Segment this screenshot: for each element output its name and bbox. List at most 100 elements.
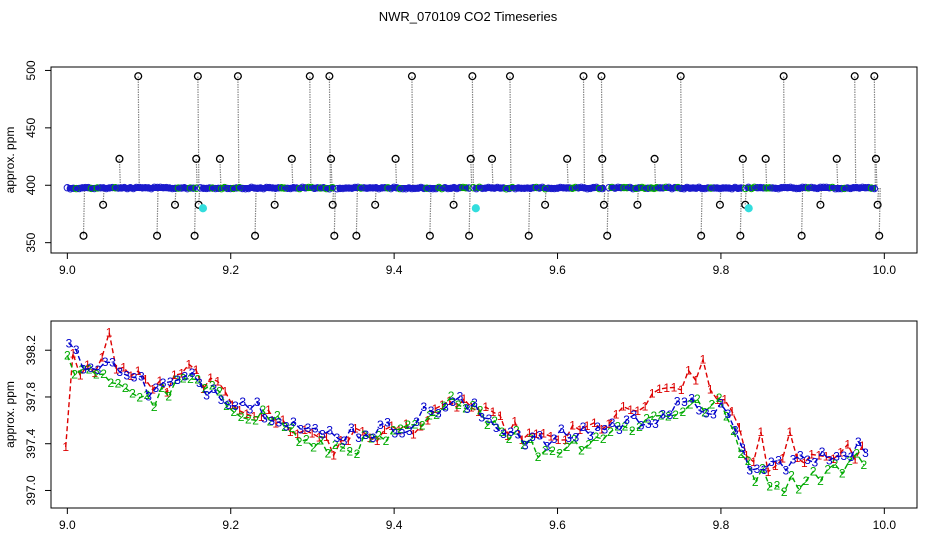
series-marker-1: 1: [772, 459, 779, 473]
series-marker-1: 1: [113, 363, 120, 377]
series-marker-3: 3: [746, 463, 753, 477]
series-marker-3: 3: [840, 449, 847, 463]
series-marker-1: 1: [142, 372, 149, 386]
spike-line: [333, 188, 336, 236]
series-marker-2: 2: [238, 410, 245, 424]
series-marker-3: 3: [580, 420, 587, 434]
series-marker-1: 1: [613, 407, 620, 421]
series-marker-2: 2: [672, 408, 679, 422]
series-marker-2: 2: [375, 428, 382, 442]
series-marker-1: 1: [548, 429, 555, 443]
series-marker-1: 1: [345, 434, 352, 448]
series-marker-2: 2: [368, 431, 375, 445]
spike-marker: [79, 231, 88, 240]
series-marker-2: 2: [317, 434, 324, 448]
y-tick-label: 500: [24, 60, 38, 80]
series-marker-3: 3: [399, 427, 406, 441]
spike-marker: [425, 231, 434, 240]
spike-marker: [524, 231, 533, 240]
series-marker-2: 2: [100, 367, 107, 381]
spike-marker: [193, 72, 202, 81]
series-marker-3: 3: [587, 429, 594, 443]
series-marker-2: 2: [223, 399, 230, 413]
spike-marker: [873, 200, 882, 209]
spike-line: [606, 188, 609, 236]
data-point: [192, 184, 201, 192]
series-marker-2: 2: [115, 377, 122, 391]
series-marker-2: 2: [245, 412, 252, 426]
series-marker-3: 3: [536, 429, 543, 443]
series-marker-2: 2: [129, 387, 136, 401]
series-marker-3: 3: [225, 398, 232, 412]
series-marker-1: 1: [526, 426, 533, 440]
plot-frame: [50, 66, 918, 254]
x-tick-label: 9.2: [222, 518, 239, 532]
series-marker-1: 1: [482, 400, 489, 414]
series-marker-1: 1: [359, 424, 366, 438]
series-marker-3: 3: [326, 424, 333, 438]
panel-averaged-timeseries: 9.0 9.2 9.4 9.6 9.8 10.0 397.0 397.4 397.8 398.2 a…: [3, 320, 918, 532]
series-marker-3: 3: [638, 418, 645, 432]
series-marker-1: 1: [562, 433, 569, 447]
series-marker-3: 3: [645, 417, 652, 431]
spike-marker: [170, 200, 180, 209]
spike-line: [783, 76, 786, 189]
series-marker-2: 2: [267, 414, 274, 428]
series-marker-2: 2: [687, 398, 694, 412]
series-marker-2: 2: [542, 443, 549, 457]
series-marker-2: 2: [354, 447, 361, 461]
series-marker-1: 1: [671, 381, 678, 395]
series-marker-1: 1: [852, 452, 859, 466]
series-marker-1: 1: [330, 448, 337, 462]
series-marker-2: 2: [346, 445, 353, 459]
spike-marker: [487, 154, 497, 163]
spike-line: [411, 76, 414, 189]
series-marker-3: 3: [290, 415, 297, 429]
series-marker-1: 1: [678, 383, 685, 397]
y-tick-label: 398.2: [24, 335, 38, 365]
series-marker-2: 2: [339, 440, 346, 454]
series-marker-3: 3: [363, 428, 370, 442]
spike-marker: [779, 72, 788, 81]
series-marker-2: 2: [788, 469, 795, 483]
series-marker-3: 3: [544, 440, 551, 454]
series-marker-1: 1: [417, 420, 424, 434]
series-marker-2: 2: [803, 474, 810, 488]
series-marker-3: 3: [696, 403, 703, 417]
series-marker-2: 2: [144, 388, 151, 402]
spike-line: [156, 188, 159, 236]
series-marker-1: 1: [620, 400, 627, 414]
series-marker-2: 2: [412, 418, 419, 432]
series-marker-1: 1: [627, 403, 634, 417]
series-marker-2: 2: [600, 432, 607, 446]
series-marker-3: 3: [66, 337, 73, 351]
spike-marker: [676, 72, 685, 81]
series-marker-3: 3: [688, 392, 695, 406]
series-marker-1: 1: [236, 404, 243, 418]
outlier-point: [471, 204, 480, 213]
data-point: [870, 184, 879, 193]
series-marker-3: 3: [138, 369, 145, 383]
spike-marker: [449, 200, 458, 209]
series-marker-1: 1: [135, 364, 142, 378]
spike-line: [328, 76, 332, 189]
series-marker-2: 2: [296, 435, 303, 449]
series-marker-2: 2: [737, 447, 744, 461]
series-marker-3: 3: [855, 435, 862, 449]
series-marker-3: 3: [131, 371, 138, 385]
series-marker-2: 2: [723, 410, 730, 424]
series-marker-2: 2: [448, 389, 455, 403]
series-marker-1: 1: [178, 367, 185, 381]
data-point: [465, 184, 473, 192]
series-marker-2: 2: [716, 391, 723, 405]
spike-line: [878, 188, 881, 236]
series-marker-2: 2: [216, 385, 223, 399]
spike-marker: [328, 200, 337, 209]
x-tick-label: 9.0: [59, 518, 76, 532]
series-marker-2: 2: [593, 430, 600, 444]
series-marker-1: 1: [642, 400, 649, 414]
spike-marker: [599, 200, 608, 209]
spike-marker: [270, 200, 279, 209]
series-marker-3: 3: [283, 419, 290, 433]
series-marker-3: 3: [681, 395, 688, 409]
